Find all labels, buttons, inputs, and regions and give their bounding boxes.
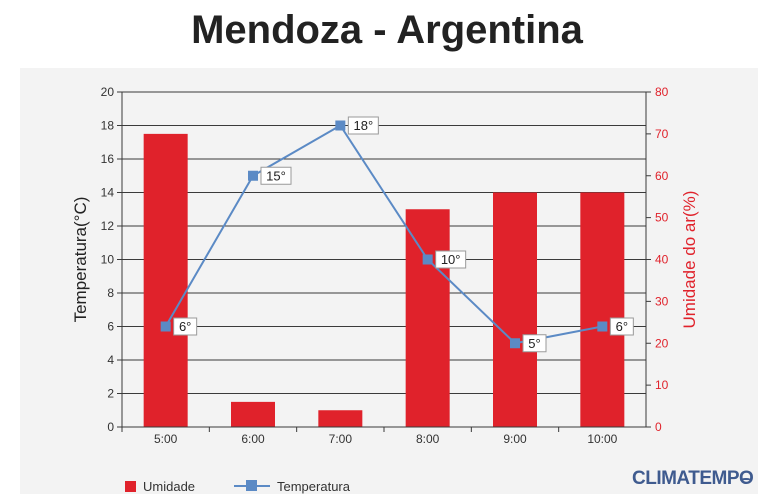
temperature-marker [422,254,433,265]
x-tick-label: 6:00 [241,432,265,446]
y-tick-label: 0 [107,420,114,434]
y2-tick-label: 10 [655,378,669,392]
x-tick-label: 9:00 [503,432,527,446]
y2-tick-label: 70 [655,127,669,141]
y-tick-label: 12 [101,219,115,233]
y2-tick-label: 60 [655,169,669,183]
data-label: 18° [353,118,373,133]
x-tick-label: 5:00 [154,432,178,446]
y2-tick-label: 0 [655,420,662,434]
y2-tick-label: 20 [655,336,669,350]
x-tick-label: 10:00 [587,432,617,446]
bar-umidade [493,192,537,427]
y2-tick-label: 40 [655,253,669,267]
y-tick-label: 6 [107,320,114,334]
temperature-marker [248,170,258,181]
y-tick-label: 8 [107,286,114,300]
data-label-box [347,116,379,135]
legend-label-temperatura: Temperatura [277,479,351,494]
y-tick-label: 4 [107,353,114,367]
y2-axis-title: Umidade do ar(%) [680,191,699,329]
data-label-box [435,250,467,269]
data-label-box [609,317,634,336]
y-tick-label: 16 [101,152,115,166]
bar-umidade [318,410,363,427]
y2-tick-label: 80 [655,85,669,99]
x-tick-label: 8:00 [416,432,440,446]
data-label: 5° [528,336,540,351]
chart-panel [20,68,758,494]
y-tick-label: 2 [107,387,114,401]
data-label-box [522,334,547,353]
bar-umidade [231,401,275,427]
temperature-marker [335,120,346,131]
chart-title: Mendoza - Argentina [191,8,583,52]
y-tick-label: 20 [101,85,115,99]
data-label-box [260,166,292,185]
data-label: 6° [179,319,191,334]
y-tick-label: 14 [101,186,115,200]
temperature-marker [160,321,171,332]
data-label-box [173,317,198,336]
legend-label-umidade: Umidade [143,479,195,494]
data-label: 10° [441,252,461,267]
y-tick-label: 18 [101,119,115,133]
legend-marker-temperatura [246,480,257,491]
data-label: 6° [616,319,628,334]
logo-swoosh-icon [740,478,752,483]
y2-tick-label: 50 [655,211,669,225]
legend-swatch-umidade [125,481,136,492]
x-tick-label: 7:00 [329,432,353,446]
data-label: 15° [266,168,286,183]
bar-umidade [580,192,625,427]
climatempo-logo: CLIMATEMPO [632,468,754,489]
temperature-marker [597,321,608,332]
temperature-marker [510,338,520,349]
y2-tick-label: 30 [655,294,669,308]
bar-umidade [405,209,450,427]
y-axis-title: Temperatura(°C) [71,197,90,323]
y-tick-label: 10 [101,253,115,267]
bar-umidade [143,133,188,427]
